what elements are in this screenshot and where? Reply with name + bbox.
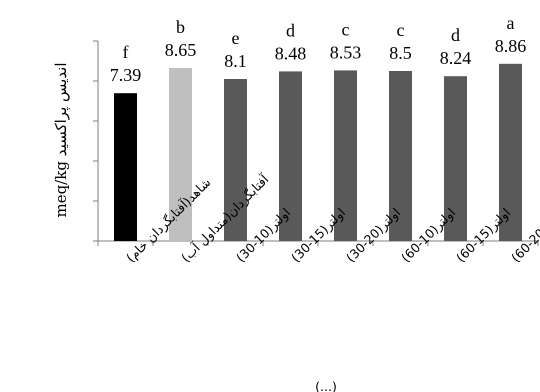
value-label: 8.48 — [275, 43, 307, 63]
bar — [279, 71, 302, 242]
value-label: 7.39 — [110, 65, 142, 85]
axes — [93, 40, 539, 246]
significance-letter: e — [232, 28, 240, 48]
significance-letter: c — [397, 20, 405, 40]
y-axis-label: اندیس پراکسید meq/kg — [52, 62, 70, 217]
bar — [224, 79, 247, 241]
value-label: 8.24 — [440, 48, 472, 68]
significance-letter: f — [123, 42, 129, 62]
significance-letter: d — [451, 25, 460, 45]
value-label: 8.86 — [495, 36, 527, 56]
bars — [114, 63, 522, 242]
bar — [389, 71, 412, 241]
significance-letter: b — [176, 17, 185, 37]
bar — [114, 93, 137, 241]
bar — [444, 76, 467, 241]
significance-letter: c — [342, 19, 350, 39]
value-label: 8.5 — [389, 43, 412, 63]
bar — [169, 68, 192, 241]
bar — [334, 70, 357, 242]
value-label: 8.1 — [224, 51, 247, 71]
significance-letter: a — [507, 13, 515, 33]
value-label: 8.65 — [165, 40, 197, 60]
significance-letter: d — [286, 20, 295, 40]
bottom-partial-text: (...) — [315, 379, 337, 392]
value-label: 8.53 — [330, 42, 362, 62]
bar — [499, 63, 522, 241]
